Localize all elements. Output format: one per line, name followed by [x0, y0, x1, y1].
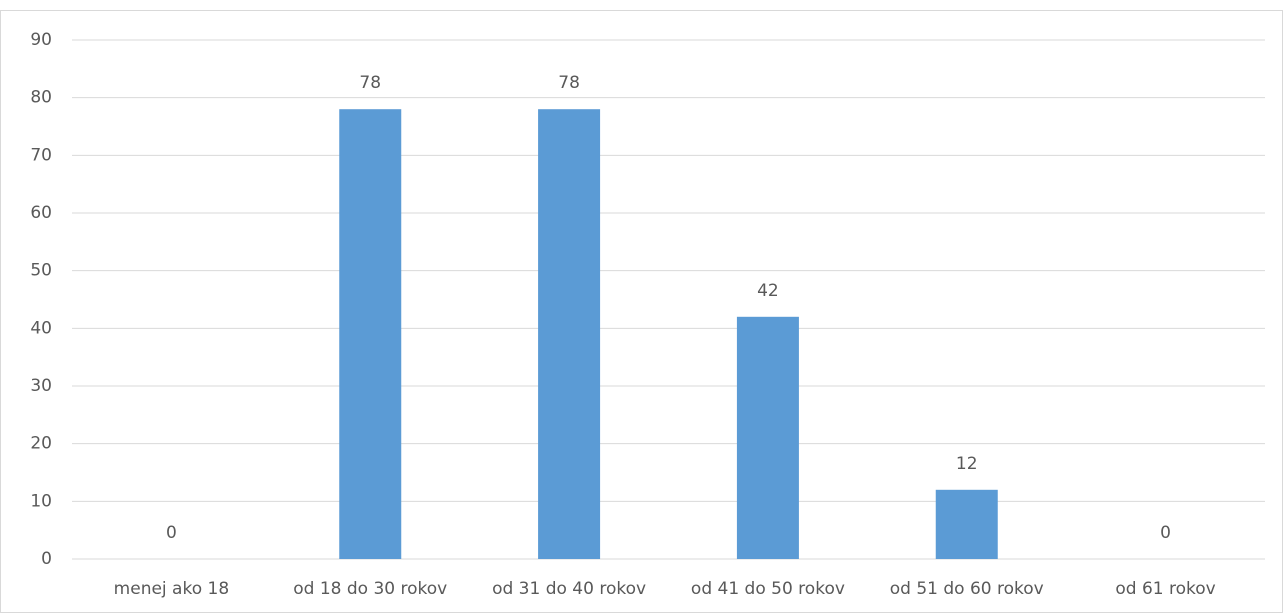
x-tick-label: od 61 rokov — [1115, 579, 1215, 599]
bar — [339, 109, 402, 559]
data-label: 42 — [757, 281, 779, 301]
y-tick-label: 80 — [30, 88, 52, 108]
y-tick-label: 70 — [30, 145, 52, 165]
y-tick-label: 40 — [30, 318, 52, 338]
y-tick-label: 0 — [41, 549, 52, 569]
bar — [538, 109, 601, 559]
chart-border — [0, 10, 1283, 613]
data-label: 0 — [166, 523, 177, 543]
data-label: 78 — [558, 73, 580, 93]
bar — [935, 489, 998, 559]
data-label: 78 — [359, 73, 381, 93]
y-tick-label: 20 — [30, 434, 52, 454]
data-label: 0 — [1160, 523, 1171, 543]
y-tick-label: 10 — [30, 491, 52, 511]
x-tick-label: od 41 do 50 rokov — [691, 579, 845, 599]
y-tick-label: 90 — [30, 30, 52, 50]
x-tick-label: menej ako 18 — [114, 579, 229, 599]
y-tick-label: 30 — [30, 376, 52, 396]
x-tick-label: od 18 do 30 rokov — [293, 579, 447, 599]
x-tick-label: od 31 do 40 rokov — [492, 579, 646, 599]
x-tick-label: od 51 do 60 rokov — [890, 579, 1044, 599]
y-tick-label: 60 — [30, 203, 52, 223]
bar — [736, 316, 799, 559]
y-tick-label: 50 — [30, 261, 52, 281]
data-label: 12 — [956, 454, 978, 474]
